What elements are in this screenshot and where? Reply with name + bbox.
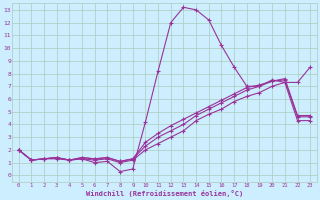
X-axis label: Windchill (Refroidissement éolien,°C): Windchill (Refroidissement éolien,°C) xyxy=(86,190,243,197)
